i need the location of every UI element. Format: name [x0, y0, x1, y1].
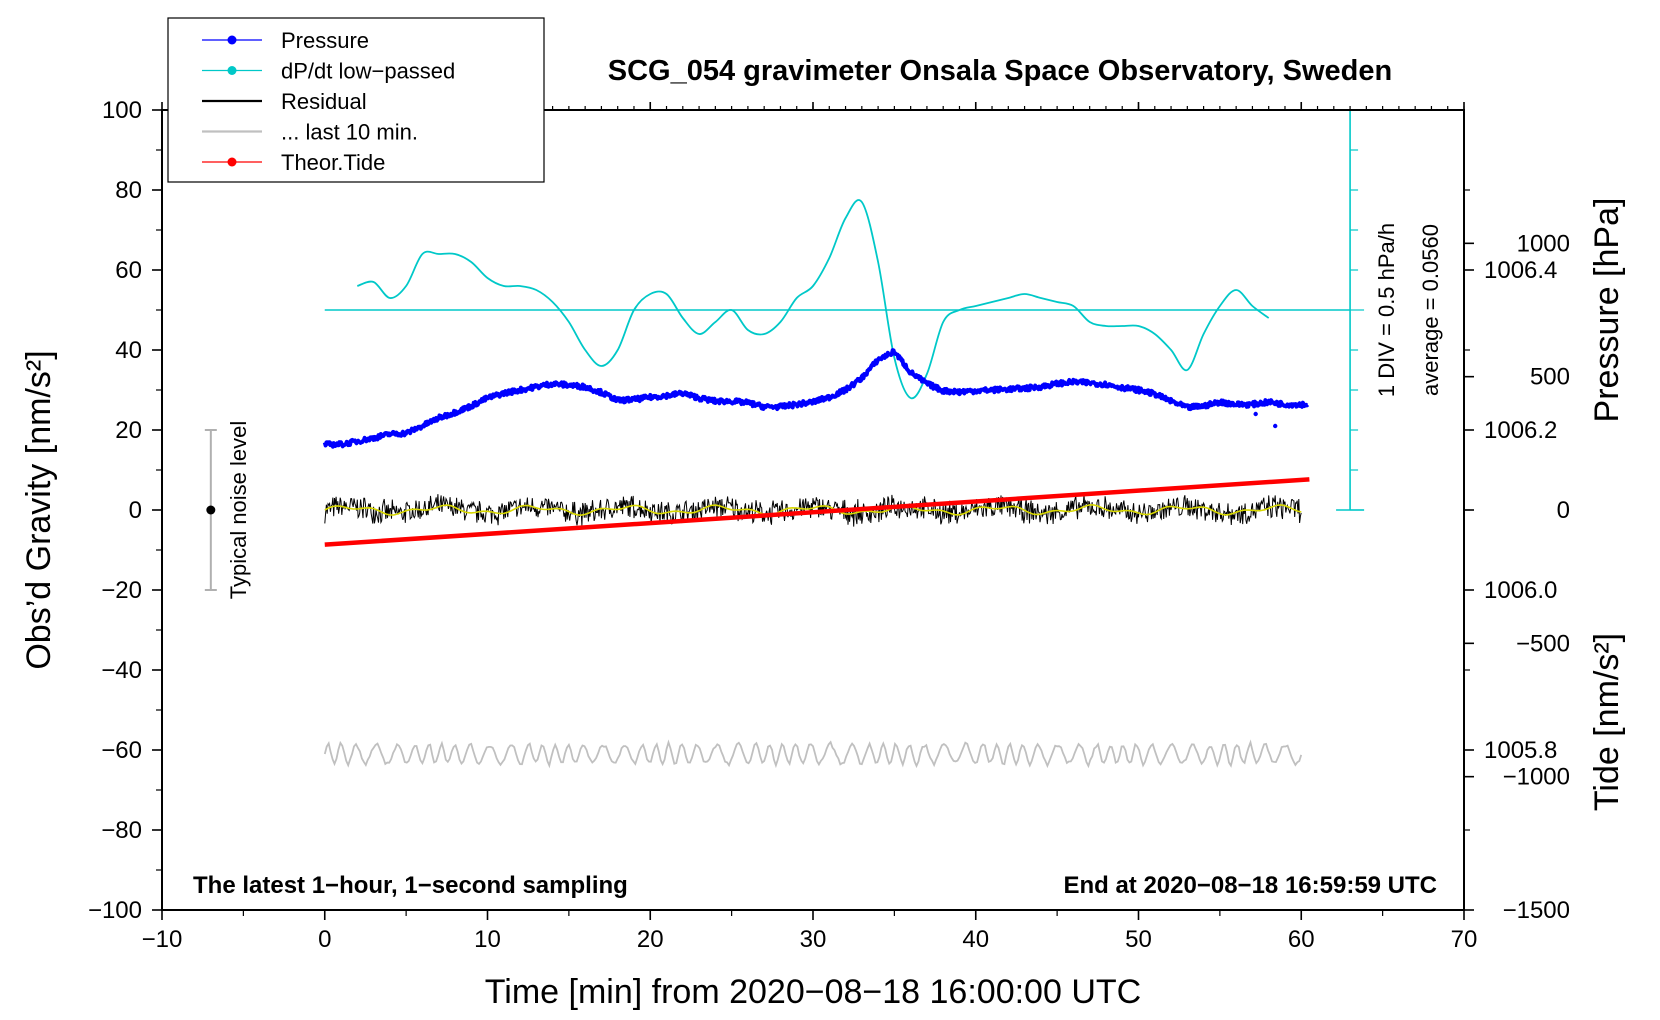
legend-label: dP/dt low−passed: [281, 59, 455, 84]
legend-entries: Pressure dP/dt low−passed Residual ... last…: [202, 28, 455, 175]
pressure-point: [1253, 411, 1258, 417]
dpdt-line: [357, 199, 1270, 400]
y-tick-label: 60: [115, 257, 142, 284]
last-10-min-line: [323, 739, 1303, 769]
pressure-tick-label: 1005.8: [1484, 737, 1557, 764]
tide-tick-label: −1500: [1503, 897, 1570, 924]
scale-div-label: 1 DIV = 0.5 hPa/h: [1374, 223, 1399, 397]
legend-label: Pressure: [281, 28, 369, 53]
pressure-point: [1273, 423, 1278, 429]
tide-tick-label: −1000: [1503, 764, 1570, 791]
y-axis-label-pressure: Pressure [hPa]: [1588, 198, 1626, 423]
sampling-note: The latest 1−hour, 1−second sampling: [193, 872, 628, 899]
y-axis-label-tide: Tide [nm/s²]: [1588, 633, 1626, 811]
x-tick-label: 0: [318, 926, 331, 953]
noise-center-dot: [206, 505, 216, 515]
plot-area: [204, 109, 1365, 769]
x-tick-label: 40: [962, 926, 989, 953]
tide-tick-label: −500: [1516, 630, 1570, 657]
legend-label: ... last 10 min.: [281, 120, 418, 145]
tide-tick-label: 500: [1530, 364, 1570, 391]
y-tick-label: 20: [115, 417, 142, 444]
y-tick-label: −60: [101, 737, 142, 764]
legend-marker: [227, 66, 237, 75]
y-tick-label: −20: [101, 577, 142, 604]
x-axis-label: Time [min] from 2020−08−18 16:00:00 UTC: [485, 973, 1141, 1011]
x-tick-label: 50: [1125, 926, 1152, 953]
x-tick-label: 30: [800, 926, 827, 953]
residual-smoothed-line: [324, 504, 1302, 517]
tide-tick-label: 1000: [1517, 230, 1570, 257]
y-tick-label: −100: [88, 897, 142, 924]
legend-marker: [227, 157, 237, 167]
legend-label: Theor.Tide: [281, 150, 385, 175]
average-label: average = 0.0560: [1418, 224, 1443, 396]
pressure-tick-label: 1006.0: [1484, 577, 1557, 604]
noise-level-label: Typical noise level: [226, 421, 251, 600]
x-tick-label: 20: [637, 926, 664, 953]
pressure-tick-label: 1006.2: [1484, 417, 1557, 444]
pressure-point: [1027, 387, 1032, 393]
legend: Pressure dP/dt low−passed Residual ... last…: [167, 17, 545, 183]
residual-line: [324, 494, 1302, 527]
y-axis-label-gravity: Obs’d Gravity [nm/s²]: [20, 350, 58, 669]
legend-label: Residual: [281, 89, 367, 114]
theor-tide-line: [324, 477, 1310, 547]
y-tick-label: 0: [129, 497, 142, 524]
y-tick-label: −80: [101, 817, 142, 844]
end-time-note: End at 2020−08−18 16:59:59 UTC: [1063, 872, 1437, 899]
legend-marker: [227, 35, 237, 45]
tide-tick-label: 0: [1557, 497, 1570, 524]
y-tick-label: 80: [115, 177, 142, 204]
x-tick-label: 70: [1451, 926, 1478, 953]
x-tick-label: 10: [474, 926, 501, 953]
pressure-line: [322, 348, 1310, 449]
y-tick-label: 100: [102, 97, 142, 124]
chart-title: SCG_054 gravimeter Onsala Space Observat…: [608, 55, 1392, 87]
pressure-point: [957, 391, 962, 397]
y-tick-label: −40: [101, 657, 142, 684]
pressure-tick-label: 1006.4: [1484, 257, 1557, 284]
x-tick-label: 60: [1288, 926, 1315, 953]
axis-ticks: −10 0 10 20 30 40 50 60 70−100−80−60−40−20020406…: [88, 97, 1570, 953]
x-tick-label: −10: [142, 926, 183, 953]
y-tick-label: 40: [115, 337, 142, 364]
